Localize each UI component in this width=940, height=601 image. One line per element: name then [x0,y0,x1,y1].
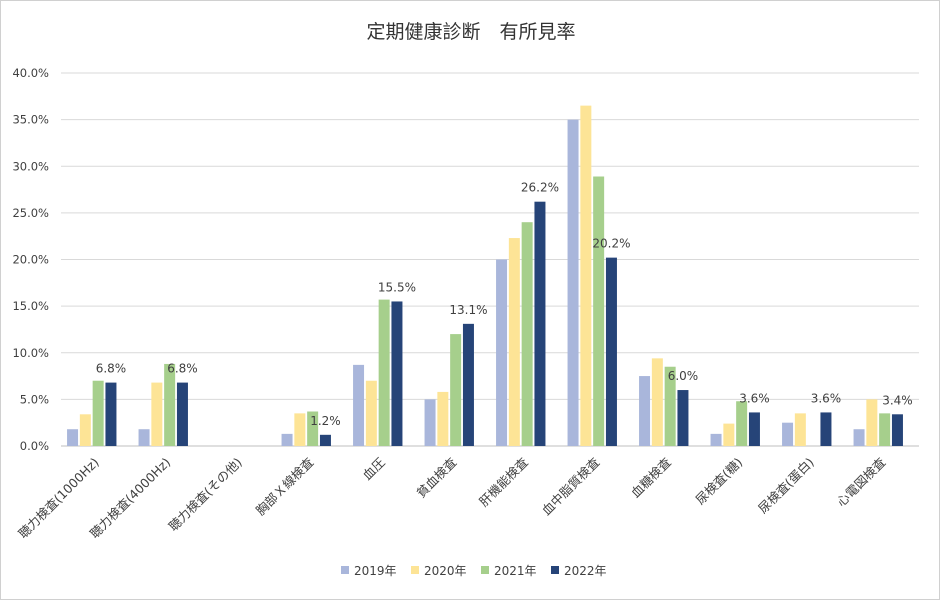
y-tick-label: 10.0% [12,346,49,360]
bar-4-series-2 [294,413,306,446]
bar-10-series-3 [736,401,748,446]
bar-1-series-2 [79,414,91,446]
y-tick-label: 25.0% [12,206,49,220]
bar-5-series-2 [365,380,377,446]
bar-7-series-2 [508,238,520,446]
category-label: 聴力検査(4000Hz) [87,455,174,542]
bar-7-series-1 [496,259,508,446]
category-label: 尿検査(糖) [693,455,746,508]
bar-9-series-2 [651,358,663,446]
legend-swatch [551,566,559,574]
bar-8-series-4 [605,257,617,446]
legend-swatch [481,566,489,574]
y-tick-label: 0.0% [20,439,49,453]
bar-1-series-1 [67,429,79,446]
bar-4-series-3 [307,411,319,446]
bar-10-series-1 [710,433,722,446]
bar-10-series-2 [723,423,735,446]
data-label: 15.5% [378,280,416,294]
bar-12-series-3 [879,413,891,446]
bar-8-series-2 [580,105,592,446]
y-tick-label: 5.0% [20,392,49,406]
legend-label: 2021年 [494,564,537,578]
bar-1-series-4 [105,382,117,446]
gridlines [61,72,919,447]
data-labels: 6.8% 6.8% 1.2% 15.5% 13.1% 26.2% 20.2% 6.0% 3.6%… [96,181,913,428]
legend: 2019年 2020年 2021年 2022年 [341,564,607,578]
bar-12-series-2 [866,399,878,446]
bar-2-series-4 [176,382,188,446]
category-label: 尿検査(蛋白) [755,455,817,517]
bar-12-series-4 [891,414,903,446]
legend-label: 2022年 [564,564,607,578]
category-label: 聴力検査(その他) [165,455,244,534]
bar-8-series-3 [593,176,605,446]
bar-5-series-4 [391,301,403,446]
data-label: 1.2% [310,414,341,428]
bar-2-series-2 [151,382,163,446]
category-label: 胸部Ｘ線検査 [253,454,317,518]
bar-7-series-3 [521,222,533,446]
data-label: 26.2% [521,181,559,195]
y-tick-label: 40.0% [12,66,49,80]
chart-title: 定期健康診断 有所見率 [366,21,575,43]
bar-9-series-4 [677,390,689,446]
data-label: 20.2% [592,237,630,251]
legend-label: 2020年 [424,564,467,578]
bar-5-series-3 [378,299,390,446]
bar-6-series-3 [450,334,462,446]
bar-1-series-3 [92,380,104,446]
data-label: 6.8% [96,362,127,376]
category-label: 貧血検査 [413,454,459,500]
y-axis-ticks: 0.0% 5.0% 10.0% 15.0% 20.0% 25.0% 30.0% 35.0% 40… [12,66,49,453]
data-label: 6.8% [167,362,198,376]
data-label: 3.6% [739,391,770,405]
bar-2-series-3 [164,363,176,446]
bar-9-series-1 [639,376,651,446]
y-tick-label: 35.0% [12,113,49,127]
bar-11-series-1 [782,422,794,446]
category-label: 血糖検査 [628,454,674,500]
data-label: 13.1% [449,303,487,317]
bar-2-series-1 [138,429,150,446]
bars [67,105,903,446]
bar-12-series-1 [853,429,865,446]
bar-6-series-1 [424,399,436,446]
bar-11-series-4 [820,412,832,446]
data-label: 3.4% [882,393,913,407]
category-label: 心電図検査 [834,454,889,509]
legend-swatch [341,566,349,574]
y-tick-label: 30.0% [12,159,49,173]
bar-7-series-4 [534,201,546,446]
bar-11-series-2 [794,413,806,446]
y-tick-label: 15.0% [12,299,49,313]
bar-6-series-2 [437,391,449,446]
category-labels: 聴力検査(1000Hz)聴力検査(4000Hz)聴力検査(その他) 胸部Ｘ線検査血… [15,454,888,541]
category-label: 血圧 [360,455,388,483]
bar-4-series-1 [281,433,293,446]
bar-5-series-1 [353,364,365,446]
data-label: 3.6% [811,391,842,405]
bar-10-series-4 [748,412,760,446]
bar-6-series-4 [462,323,474,446]
legend-label: 2019年 [354,564,397,578]
bar-8-series-1 [567,119,579,446]
legend-swatch [411,566,419,574]
category-label: 肝機能検査 [476,454,531,509]
data-label: 6.0% [668,369,699,383]
bar-4-series-4 [319,434,331,446]
bar-9-series-3 [664,366,676,446]
y-tick-label: 20.0% [12,253,49,267]
category-label: 血中脂質検査 [539,454,603,518]
